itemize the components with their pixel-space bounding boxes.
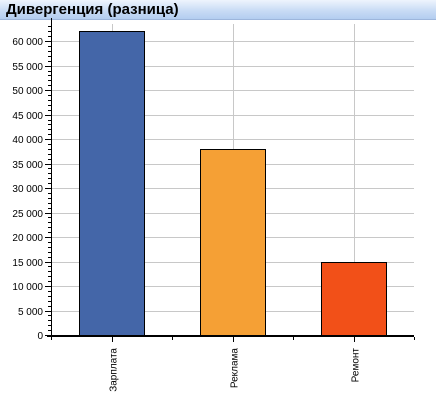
y-tick-label: 20 000 [12,233,43,244]
y-tick-label: 30 000 [12,184,43,195]
y-tick-label: 40 000 [12,135,43,146]
y-tick-label: 25 000 [12,209,43,220]
panel-title: Дивергенция (разница) [6,1,179,18]
y-tick-label: 15 000 [12,258,43,269]
y-tick-label: 50 000 [12,86,43,97]
axes [45,18,415,342]
bar-2 [200,149,266,336]
y-tick-label: 35 000 [12,160,43,171]
x-tick-label: Зарплата [109,348,120,392]
bar-3 [321,262,387,336]
y-tick-label: 45 000 [12,111,43,122]
panel-header: Дивергенция (разница) [0,0,436,20]
y-tick-label: 10 000 [12,282,43,293]
tick-labels: 0 5 000 10 000 15 000 20 000 25 000 30 000 35 0… [12,37,361,392]
y-tick-label: 5 000 [18,307,43,318]
y-tick-label: 0 [37,331,43,342]
x-tick-label: Ремонт [351,348,362,383]
bar-1 [79,31,145,336]
y-tick-label: 60 000 [12,37,43,48]
x-tick-label: Реклама [230,348,241,389]
y-tick-label: 55 000 [12,62,43,73]
